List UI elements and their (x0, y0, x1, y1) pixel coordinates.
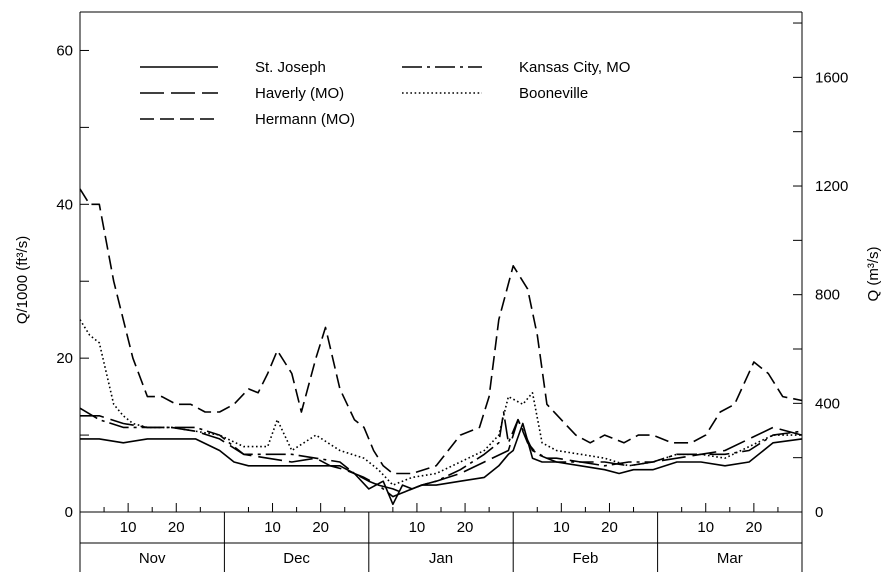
day-tick-label: 10 (697, 519, 714, 536)
month-label: Dec (283, 550, 310, 567)
day-tick-label: 10 (409, 519, 426, 536)
legend: St. Joseph Haverly (MO) Hermann (MO) Kansas… (140, 59, 630, 128)
day-tick-label: 10 (120, 519, 137, 536)
y-right-tick-label: 1600 (815, 69, 848, 86)
series-line-3 (79, 407, 803, 498)
y-axis-right-title: Q (m³/s) (865, 247, 882, 302)
y-axis-left-title: Q/1000 (ft³/s) (14, 236, 31, 324)
legend-label: Kansas City, MO (519, 59, 630, 76)
y-axis-left: 0 20 40 60 (56, 42, 89, 521)
plot-frame (79, 11, 803, 513)
y-right-tick-label: 0 (815, 504, 823, 521)
series-line-4 (79, 319, 802, 486)
day-tick-label: 10 (264, 519, 281, 536)
y-right-tick-label: 800 (815, 287, 840, 304)
day-tick-label: 20 (457, 519, 474, 536)
day-tick-label: 20 (746, 519, 763, 536)
y-left-tick-label: 40 (56, 196, 73, 213)
legend-label: Booneville (519, 85, 588, 102)
month-label: Feb (572, 550, 598, 567)
y-axis-right: 0 400 800 1200 1600 (793, 22, 848, 521)
legend-label: Hermann (MO) (255, 111, 355, 128)
series-line-2 (79, 188, 803, 475)
day-tick-label: 20 (601, 519, 618, 536)
y-right-tick-label: 400 (815, 395, 840, 412)
series-layer (79, 188, 803, 506)
day-tick-label: 10 (553, 519, 570, 536)
series-line-0 (80, 422, 803, 506)
legend-label: Haverly (MO) (255, 85, 344, 102)
day-tick-label: 20 (168, 519, 185, 536)
y-right-tick-label: 1200 (815, 178, 848, 195)
day-tick-label: 20 (312, 519, 329, 536)
legend-label: St. Joseph (255, 59, 326, 76)
month-label: Mar (717, 550, 743, 567)
y-left-tick-label: 60 (56, 42, 73, 59)
month-label: Nov (139, 550, 166, 567)
month-label: Jan (429, 550, 453, 567)
y-left-tick-label: 20 (56, 350, 73, 367)
y-left-tick-label: 0 (65, 504, 73, 521)
